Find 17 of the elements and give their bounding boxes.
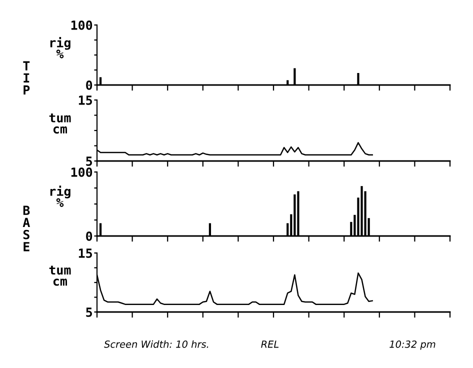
y-tick-label: 0 [86, 80, 92, 90]
text: TIP [23, 61, 30, 95]
text: REL [261, 340, 279, 348]
y-tick-label: 15 [78, 96, 92, 105]
y-tick-label: 100 [71, 20, 92, 30]
y-tick-label: 5 [86, 308, 92, 317]
y-axis-title: tum cm [49, 114, 71, 134]
text: BASE [22, 206, 30, 252]
y-tick-label: 5 [86, 156, 92, 166]
text: 10:32 pm [390, 340, 436, 350]
y-axis-title: tum cm [49, 266, 71, 286]
y-tick-label: 0 [86, 231, 92, 241]
y-tick-label: 100 [71, 167, 92, 177]
y-axis-title: rig % [50, 186, 70, 207]
y-tick-label: 15 [78, 248, 92, 258]
text: Screen Width: 10 hrs. [104, 340, 208, 348]
y-axis-title: rig % [50, 37, 70, 58]
